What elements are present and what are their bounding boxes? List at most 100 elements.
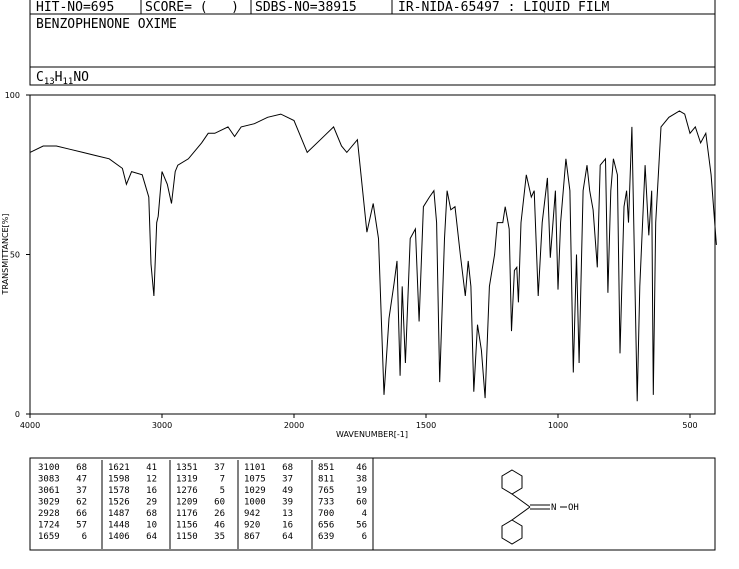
- peak-transmittance: 16: [146, 486, 157, 496]
- peak-transmittance: 5: [220, 486, 225, 496]
- peak-transmittance: 66: [76, 509, 87, 519]
- peak-transmittance: 7: [220, 475, 225, 485]
- peak-wavenumber: 1621: [108, 463, 130, 473]
- x-tick-label: 3000: [152, 421, 172, 430]
- peak-wavenumber: 1351: [176, 463, 198, 473]
- peak-transmittance: 13: [282, 509, 293, 519]
- peak-wavenumber: 1448: [108, 521, 130, 531]
- peak-transmittance: 60: [356, 498, 367, 508]
- y-tick-label: 0: [15, 410, 20, 419]
- sdbs-no: SDBS-NO=38915: [255, 0, 357, 15]
- peak-wavenumber: 3083: [38, 475, 60, 485]
- hit-no: HIT-NO=695: [36, 0, 114, 15]
- peak-wavenumber: 1487: [108, 509, 130, 519]
- peak-transmittance: 60: [214, 498, 225, 508]
- peak-wavenumber: 811: [318, 475, 334, 485]
- peak-transmittance: 6: [82, 532, 87, 542]
- peak-wavenumber: 3100: [38, 463, 60, 473]
- phenyl-ring: [501, 469, 523, 495]
- peak-wavenumber: 1598: [108, 475, 130, 485]
- peak-transmittance: 10: [146, 521, 157, 531]
- peak-wavenumber: 1578: [108, 486, 130, 496]
- x-tick-label: 500: [682, 421, 697, 430]
- peak-transmittance: 46: [356, 463, 367, 473]
- peak-wavenumber: 1156: [176, 521, 198, 531]
- peak-wavenumber: 733: [318, 498, 334, 508]
- atom-label: OH: [568, 503, 579, 513]
- peak-transmittance: 68: [76, 463, 87, 473]
- peak-wavenumber: 1209: [176, 498, 198, 508]
- peak-transmittance: 41: [146, 463, 157, 473]
- peak-wavenumber: 656: [318, 521, 334, 531]
- spectrum-line: [29, 110, 717, 402]
- plot-frame: [29, 94, 716, 415]
- peak-transmittance: 68: [282, 463, 293, 473]
- peak-transmittance: 37: [76, 486, 87, 496]
- peak-wavenumber: 2928: [38, 509, 60, 519]
- peak-wavenumber: 700: [318, 509, 334, 519]
- x-tick-label: 1500: [416, 421, 436, 430]
- peak-transmittance: 38: [356, 475, 367, 485]
- structure-box: [372, 457, 716, 551]
- peak-wavenumber: 1029: [244, 486, 266, 496]
- peak-transmittance: 49: [282, 486, 293, 496]
- y-axis-label: TRANSMITTANCE[%]: [1, 214, 10, 296]
- peak-transmittance: 37: [214, 463, 225, 473]
- peak-wavenumber: 639: [318, 532, 334, 542]
- peak-wavenumber: 1659: [38, 532, 60, 542]
- peak-transmittance: 6: [362, 532, 367, 542]
- formula-part: C: [36, 70, 44, 85]
- peak-transmittance: 46: [214, 521, 225, 531]
- peak-transmittance: 29: [146, 498, 157, 508]
- method: IR-NIDA-65497 : LIQUID FILM: [398, 0, 609, 15]
- structure: [501, 469, 567, 545]
- peak-transmittance: 12: [146, 475, 157, 485]
- peak-transmittance: 68: [146, 509, 157, 519]
- peak-transmittance: 37: [282, 475, 293, 485]
- peak-wavenumber: 3029: [38, 498, 60, 508]
- peak-transmittance: 64: [146, 532, 157, 542]
- peak-transmittance: 39: [282, 498, 293, 508]
- peak-transmittance: 56: [356, 521, 367, 531]
- x-tick-label: 2000: [284, 421, 304, 430]
- peak-wavenumber: 1319: [176, 475, 198, 485]
- peak-wavenumber: 851: [318, 463, 334, 473]
- formula: C13H11NO: [36, 70, 89, 87]
- x-tick-label: 4000: [20, 421, 40, 430]
- bond: [511, 506, 531, 521]
- peak-transmittance: 16: [282, 521, 293, 531]
- atom-label: N: [551, 503, 556, 513]
- peak-wavenumber: 920: [244, 521, 260, 531]
- compound-name: BENZOPHENONE OXIME: [36, 17, 177, 32]
- formula-part: NO: [73, 70, 89, 85]
- bond: [511, 493, 531, 508]
- peak-wavenumber: 867: [244, 532, 260, 542]
- peak-transmittance: 62: [76, 498, 87, 508]
- y-tick-label: 50: [10, 251, 20, 260]
- peak-transmittance: 19: [356, 486, 367, 496]
- formula-subscript: 13: [44, 77, 55, 87]
- peak-transmittance: 64: [282, 532, 293, 542]
- peak-transmittance: 57: [76, 521, 87, 531]
- peak-wavenumber: 1150: [176, 532, 198, 542]
- peak-transmittance: 26: [214, 509, 225, 519]
- x-tick-label: 1000: [548, 421, 568, 430]
- peak-wavenumber: 1000: [244, 498, 266, 508]
- peak-wavenumber: 1176: [176, 509, 198, 519]
- peak-wavenumber: 1276: [176, 486, 198, 496]
- peak-wavenumber: 1075: [244, 475, 266, 485]
- peak-wavenumber: 1526: [108, 498, 130, 508]
- peak-transmittance: 4: [362, 509, 367, 519]
- peak-wavenumber: 1406: [108, 532, 130, 542]
- peak-transmittance: 35: [214, 532, 225, 542]
- x-axis-label: WAVENUMBER[-1]: [336, 430, 408, 439]
- phenyl-ring: [501, 519, 523, 545]
- formula-part: H: [55, 70, 63, 85]
- peak-wavenumber: 765: [318, 486, 334, 496]
- peak-wavenumber: 1724: [38, 521, 60, 531]
- peak-transmittance: 47: [76, 475, 87, 485]
- peak-wavenumber: 3061: [38, 486, 60, 496]
- score: SCORE= ( ): [145, 0, 239, 15]
- peak-wavenumber: 942: [244, 509, 260, 519]
